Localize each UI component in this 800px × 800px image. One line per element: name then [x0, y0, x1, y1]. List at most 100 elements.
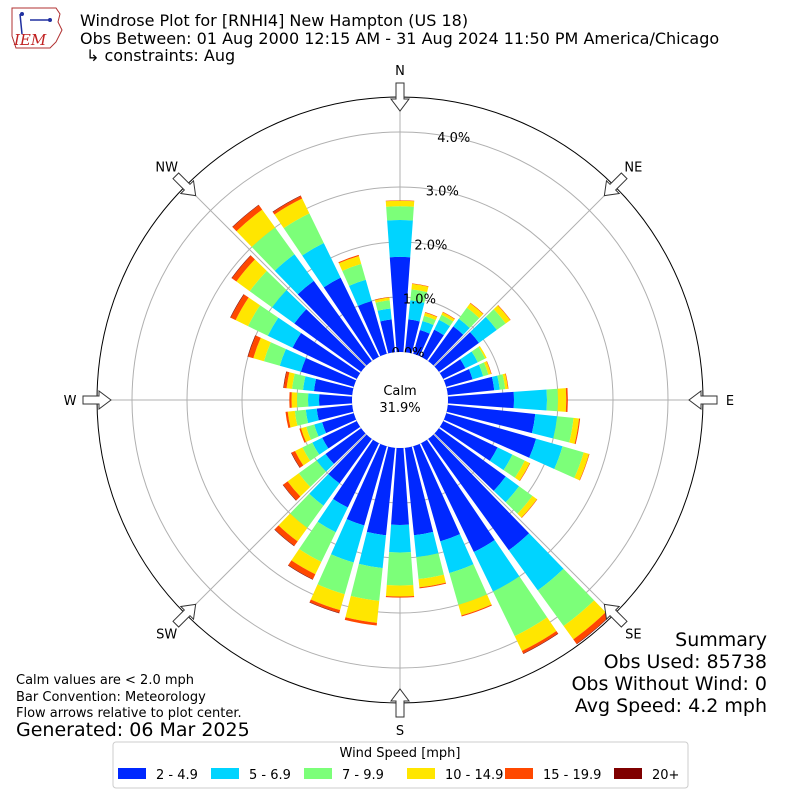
radial-tick-label: 4.0% — [437, 131, 470, 146]
wind-bar-segment — [287, 564, 313, 580]
wind-bar-segment — [434, 332, 479, 372]
wind-bar-segment — [231, 255, 251, 279]
legend-swatch — [211, 768, 239, 779]
wind-bar-segment — [287, 473, 311, 497]
wind-bar-segment — [443, 369, 473, 387]
wind-bar-segment — [491, 375, 500, 391]
wind-bar-segment — [387, 219, 413, 258]
wind-bar-segment — [503, 454, 525, 478]
legend-label: 7 - 9.9 — [342, 768, 384, 783]
wind-bar-segment — [537, 568, 595, 627]
wind-bar-segment — [497, 374, 506, 390]
wind-bar-segment — [458, 594, 492, 616]
wind-bar-segment — [470, 316, 497, 343]
wind-bar-segment — [569, 417, 580, 444]
wind-bar-segment — [553, 416, 574, 443]
wind-bar-segment — [322, 413, 357, 434]
wind-bar-segment — [424, 312, 438, 318]
wind-bar-segment — [345, 595, 380, 623]
wind-bar-segment — [316, 404, 354, 421]
wind-bar-segment — [325, 428, 366, 465]
legend-label: 5 - 6.9 — [249, 768, 291, 783]
ring-gridline — [186, 186, 614, 614]
wind-bar-segment — [291, 392, 298, 408]
wind-bar-segment — [319, 394, 353, 406]
wind-bar-segment — [328, 434, 372, 484]
wind-bar-segment — [291, 450, 304, 468]
note-flow-arrows: Flow arrows relative to plot center. — [16, 706, 242, 721]
wind-bar-segment — [446, 376, 495, 396]
wind-bar-segment — [493, 305, 511, 324]
wind-bar-segment — [466, 303, 484, 319]
wind-bar-segment — [505, 486, 533, 514]
wind-bar-segment — [458, 307, 480, 329]
wind-bar-segment — [309, 601, 340, 614]
flow-arrow-icon — [390, 82, 410, 112]
wind-bar-segment — [230, 294, 249, 321]
wind-bar-segment — [309, 599, 341, 613]
radial-gridline — [433, 433, 615, 615]
wind-bar-segment — [287, 410, 298, 428]
wind-bar-segment — [574, 452, 589, 481]
wind-bar-segment — [478, 362, 489, 377]
wind-bar-segment — [408, 300, 425, 322]
wind-bar-segment — [428, 434, 530, 551]
wind-bar-segment — [416, 553, 444, 580]
wind-bar-segment — [286, 372, 295, 389]
wind-bar-segment — [272, 290, 307, 324]
flow-arrow-icon — [603, 603, 628, 628]
wind-bar-segment — [282, 484, 297, 501]
wind-bar-segment — [272, 195, 301, 213]
wind-bar-segment — [316, 453, 334, 472]
wind-bar-segment — [521, 631, 558, 654]
wind-bar-segment — [338, 254, 359, 264]
wind-bar-segment — [317, 498, 348, 533]
wind-bar-segment — [292, 333, 361, 380]
wind-bar-segment — [447, 391, 514, 409]
wind-bar-segment — [299, 428, 306, 443]
legend-title: Wind Speed [mph] — [340, 746, 461, 761]
wind-bar-segment — [413, 531, 439, 558]
wind-bar-segment — [576, 616, 610, 645]
summary-obs-without-wind: Obs Without Wind: 0 — [571, 673, 767, 695]
wind-bar-segment — [297, 280, 372, 366]
wind-bar-segment — [279, 348, 306, 372]
wind-bar-segment — [423, 312, 438, 321]
wind-bar-segment — [288, 560, 316, 580]
wind-bar-segment — [230, 294, 245, 318]
legend-label: 2 - 4.9 — [156, 768, 198, 783]
compass-label: W — [64, 394, 77, 409]
wind-bar-segment — [317, 554, 354, 595]
legend: Wind Speed [mph] 2 - 4.9 5 - 6.9 7 - 9.9 10… — [112, 741, 689, 789]
ring-gridline — [131, 131, 669, 669]
radial-gridline — [185, 185, 367, 367]
wind-bar-segment — [554, 446, 584, 478]
wind-bar-segment — [308, 393, 320, 407]
wind-bar-segment — [303, 376, 317, 392]
flow-arrow-icon — [688, 390, 718, 410]
wind-bar-segment — [473, 539, 520, 592]
wind-bar-segment — [579, 453, 590, 481]
wind-bar-segment — [471, 346, 486, 363]
wind-bar-segment — [294, 409, 309, 426]
wind-bar-segment — [314, 422, 327, 437]
wind-bar-segment — [531, 413, 558, 439]
wind-bar-segment — [420, 329, 444, 361]
wind-bar-segment — [283, 371, 287, 388]
wind-bar-segment — [404, 446, 434, 536]
wind-bar-segment — [305, 408, 319, 424]
wind-bar-segment — [313, 378, 354, 396]
wind-bar-segment — [517, 495, 537, 518]
wind-bar-segment — [357, 300, 387, 357]
note-calm: Calm values are < 2.0 mph — [16, 673, 194, 688]
chart-subtitle-obs: Obs Between: 01 Aug 2000 12:15 AM - 31 A… — [80, 29, 719, 48]
radial-tick-label: 2.0% — [414, 238, 447, 253]
wind-bar-segment — [389, 524, 411, 553]
wind-bar-segment — [299, 521, 336, 562]
wind-bar-segment — [486, 361, 492, 375]
compass-label: NE — [624, 161, 642, 176]
wind-bar-segment — [292, 373, 306, 390]
wind-bar-segment — [446, 404, 536, 434]
wind-bar-segment — [300, 357, 357, 387]
wind-bar-segment — [461, 604, 492, 617]
